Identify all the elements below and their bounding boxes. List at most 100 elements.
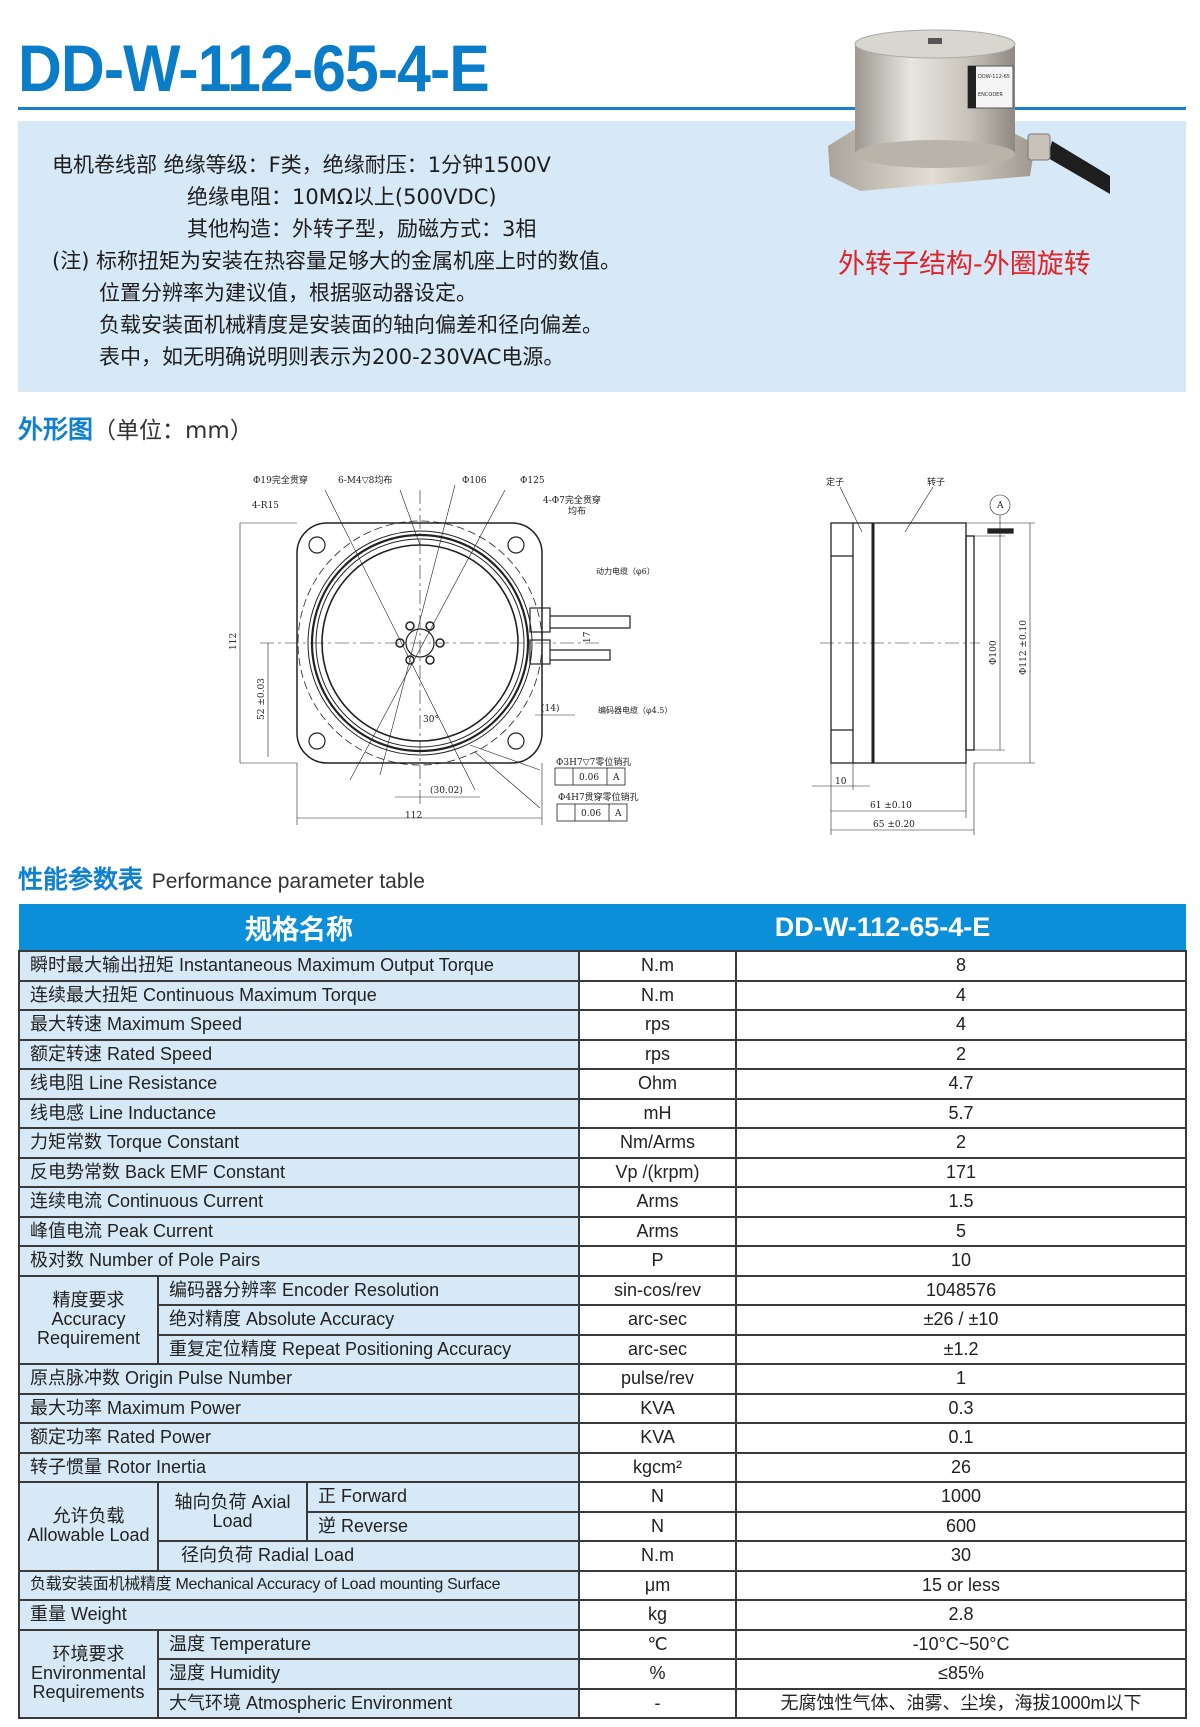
value-cell: 15 or less <box>735 1569 1188 1601</box>
datum-ref: A <box>612 773 620 783</box>
group-label: 精度要求 Accuracy Requirement <box>18 1274 159 1365</box>
group-label: 环境要求 Environmental Requirements <box>18 1628 159 1719</box>
unit-cell: N.m <box>578 979 738 1011</box>
param-label: 额定功率 Rated Power <box>17 1422 581 1454</box>
unit-cell: pulse/rev <box>578 1363 738 1395</box>
unit-cell: Vp /(krpm) <box>578 1156 738 1188</box>
param-label: 瞬时最大输出扭矩 Instantaneous Maximum Output To… <box>17 950 581 982</box>
value-cell: 5.7 <box>735 1097 1188 1129</box>
value-cell: 1 <box>735 1363 1188 1395</box>
table-row: 精度要求 Accuracy Requirement 编码器分辨率 Encoder … <box>18 1274 1188 1365</box>
unit-cell: N <box>578 1481 738 1513</box>
param-label: 湿度 Humidity <box>156 1658 581 1690</box>
value-cell: 30 <box>735 1540 1188 1572</box>
param-label: 线电感 Line Inductance <box>17 1097 581 1129</box>
dim-label: 52 ±0.03 <box>257 678 267 720</box>
unit-cell: N.m <box>578 1540 738 1572</box>
value-cell: 8 <box>735 950 1188 982</box>
dim-label: 均布 <box>568 505 586 517</box>
value-cell: 600 <box>735 1510 1188 1542</box>
value-cell: 4.7 <box>735 1068 1188 1100</box>
group-label: 允许负载 Allowable Load <box>18 1481 159 1572</box>
table-row: 瞬时最大输出扭矩 Instantaneous Maximum Output To… <box>17 950 1188 982</box>
dim-label: 转子 <box>927 476 945 488</box>
param-label: 连续电流 Continuous Current <box>17 1186 581 1218</box>
header-model: DD-W-112-65-4-E <box>579 904 1187 951</box>
unit-cell: Ohm <box>578 1068 738 1100</box>
dim-label: (30.02) <box>430 785 463 796</box>
param-label: 正 Forward <box>305 1481 581 1513</box>
dim-label: 30° <box>423 715 439 725</box>
performance-subtitle: Performance parameter table <box>151 870 425 893</box>
info-line: 位置分辨率为建议值，根据驱动器设定。 <box>99 281 477 305</box>
table-row: 负载安装面机械精度 Mechanical Accuracy of Load mo… <box>17 1569 1188 1601</box>
table-row: 重复定位精度 Repeat Positioning Accuracy arc-se… <box>19 1333 1188 1365</box>
outline-drawing: Φ19完全贯穿 6-M4▽8均布 Φ106 Φ125 4-R15 4-Φ7完全贯… <box>229 474 1035 835</box>
unit-cell: N <box>578 1510 738 1542</box>
table-row: 绝对精度 Absolute Accuracy arc-sec ±26 / ±10 <box>19 1304 1188 1336</box>
unit-cell: kgcm² <box>578 1451 738 1483</box>
table-header-row: 规格名称 DD-W-112-65-4-E <box>19 904 1187 951</box>
param-label: 额定转速 Rated Speed <box>17 1038 581 1070</box>
info-line: 表中，如无明确说明则表示为200-230VAC电源。 <box>99 345 565 369</box>
table-row: 最大转速 Maximum Speed rps 4 <box>17 1009 1188 1041</box>
unit-cell: KVA <box>578 1392 738 1424</box>
value-cell: ±26 / ±10 <box>735 1304 1188 1336</box>
dim-label: Φ3H7▽7零位销孔 <box>556 756 631 768</box>
param-label: 温度 Temperature <box>156 1628 581 1660</box>
table-row: 额定功率 Rated Power KVA 0.1 <box>17 1422 1188 1454</box>
table-row: 原点脉冲数 Origin Pulse Number pulse/rev 1 <box>17 1363 1188 1395</box>
unit-cell: Arms <box>578 1215 738 1247</box>
dim-label: 6-M4▽8均布 <box>338 474 392 486</box>
table-row: 逆 Reverse N 600 <box>19 1510 1188 1542</box>
table-row: 允许负载 Allowable Load 轴向负荷 Axial Load 正 Forw… <box>18 1481 1188 1572</box>
unit-cell: % <box>578 1658 738 1690</box>
table-row: 重量 Weight kg 2.8 <box>17 1599 1188 1631</box>
param-label: 重量 Weight <box>17 1599 581 1631</box>
table-row: 反电势常数 Back EMF Constant Vp /(krpm) 171 <box>17 1156 1188 1188</box>
performance-section-title: 性能参数表 Performance parameter table <box>18 860 425 896</box>
info-line: 电机卷线部 绝缘等级：F类，绝缘耐压：1分钟1500V <box>52 153 551 177</box>
table-row: 湿度 Humidity% ≤85% <box>19 1658 1188 1690</box>
value-cell: 171 <box>735 1156 1188 1188</box>
unit-cell: N.m <box>578 950 738 982</box>
outline-section-title: 外形图（单位：mm） <box>18 410 253 446</box>
front-view <box>239 484 631 825</box>
value-cell: 26 <box>735 1451 1188 1483</box>
header-spec-name: 规格名称 <box>19 904 580 951</box>
outline-unit: （单位：mm） <box>93 418 253 444</box>
param-label: 大气环境 Atmospheric Environment <box>156 1687 581 1719</box>
unit-cell: ℃ <box>578 1628 738 1660</box>
side-view-labels: 定子 转子 A Φ100 Φ112 ±0.10 10 61 ±0.10 65 ±… <box>826 476 1029 830</box>
unit-cell: sin-cos/rev <box>578 1274 738 1306</box>
tolerance-value: 0.06 <box>581 809 601 819</box>
value-cell: 4 <box>735 979 1188 1011</box>
unit-cell: arc-sec <box>578 1304 738 1336</box>
unit-cell: Arms <box>578 1186 738 1218</box>
unit-cell: KVA <box>578 1422 738 1454</box>
dim-label: 动力电缆（φ6） <box>596 566 655 576</box>
table-row: 连续电流 Continuous Current Arms 1.5 <box>17 1186 1188 1218</box>
unit-cell: P <box>578 1245 738 1277</box>
datum-ref: A <box>614 809 622 819</box>
value-cell: 2 <box>735 1127 1188 1159</box>
nameplate-text: ENCODER <box>978 92 1003 98</box>
param-label: 最大转速 Maximum Speed <box>17 1009 581 1041</box>
outline-title: 外形图 <box>18 415 94 444</box>
dim-label: 定子 <box>826 476 844 488</box>
value-cell: 无腐蚀性气体、油雾、尘埃，海拔1000m以下 <box>735 1687 1188 1719</box>
param-label: 编码器分辨率 Encoder Resolution <box>156 1274 581 1306</box>
dim-label: 4-R15 <box>252 501 279 511</box>
param-label: 转子惯量 Rotor Inertia <box>17 1451 581 1483</box>
table-row: 额定转速 Rated Speed rps 2 <box>17 1038 1188 1070</box>
value-cell: 1.5 <box>735 1186 1188 1218</box>
performance-table: 规格名称 DD-W-112-65-4-E 瞬时最大输出扭矩 Instantane… <box>17 904 1188 1719</box>
datum-label: A <box>996 501 1004 511</box>
front-view-labels: Φ19完全贯穿 6-M4▽8均布 Φ106 Φ125 4-R15 4-Φ7完全贯… <box>229 474 672 821</box>
param-label: 线电阻 Line Resistance <box>17 1068 581 1100</box>
structure-caption: 外转子结构-外圈旋转 <box>838 249 1091 280</box>
dim-label: Φ4H7贯穿零位销孔 <box>558 791 639 803</box>
table-row: 径向负荷 Radial Load N.m 30 <box>19 1540 1188 1572</box>
value-cell: 5 <box>735 1215 1188 1247</box>
param-label: 径向负荷 Radial Load <box>156 1540 581 1572</box>
